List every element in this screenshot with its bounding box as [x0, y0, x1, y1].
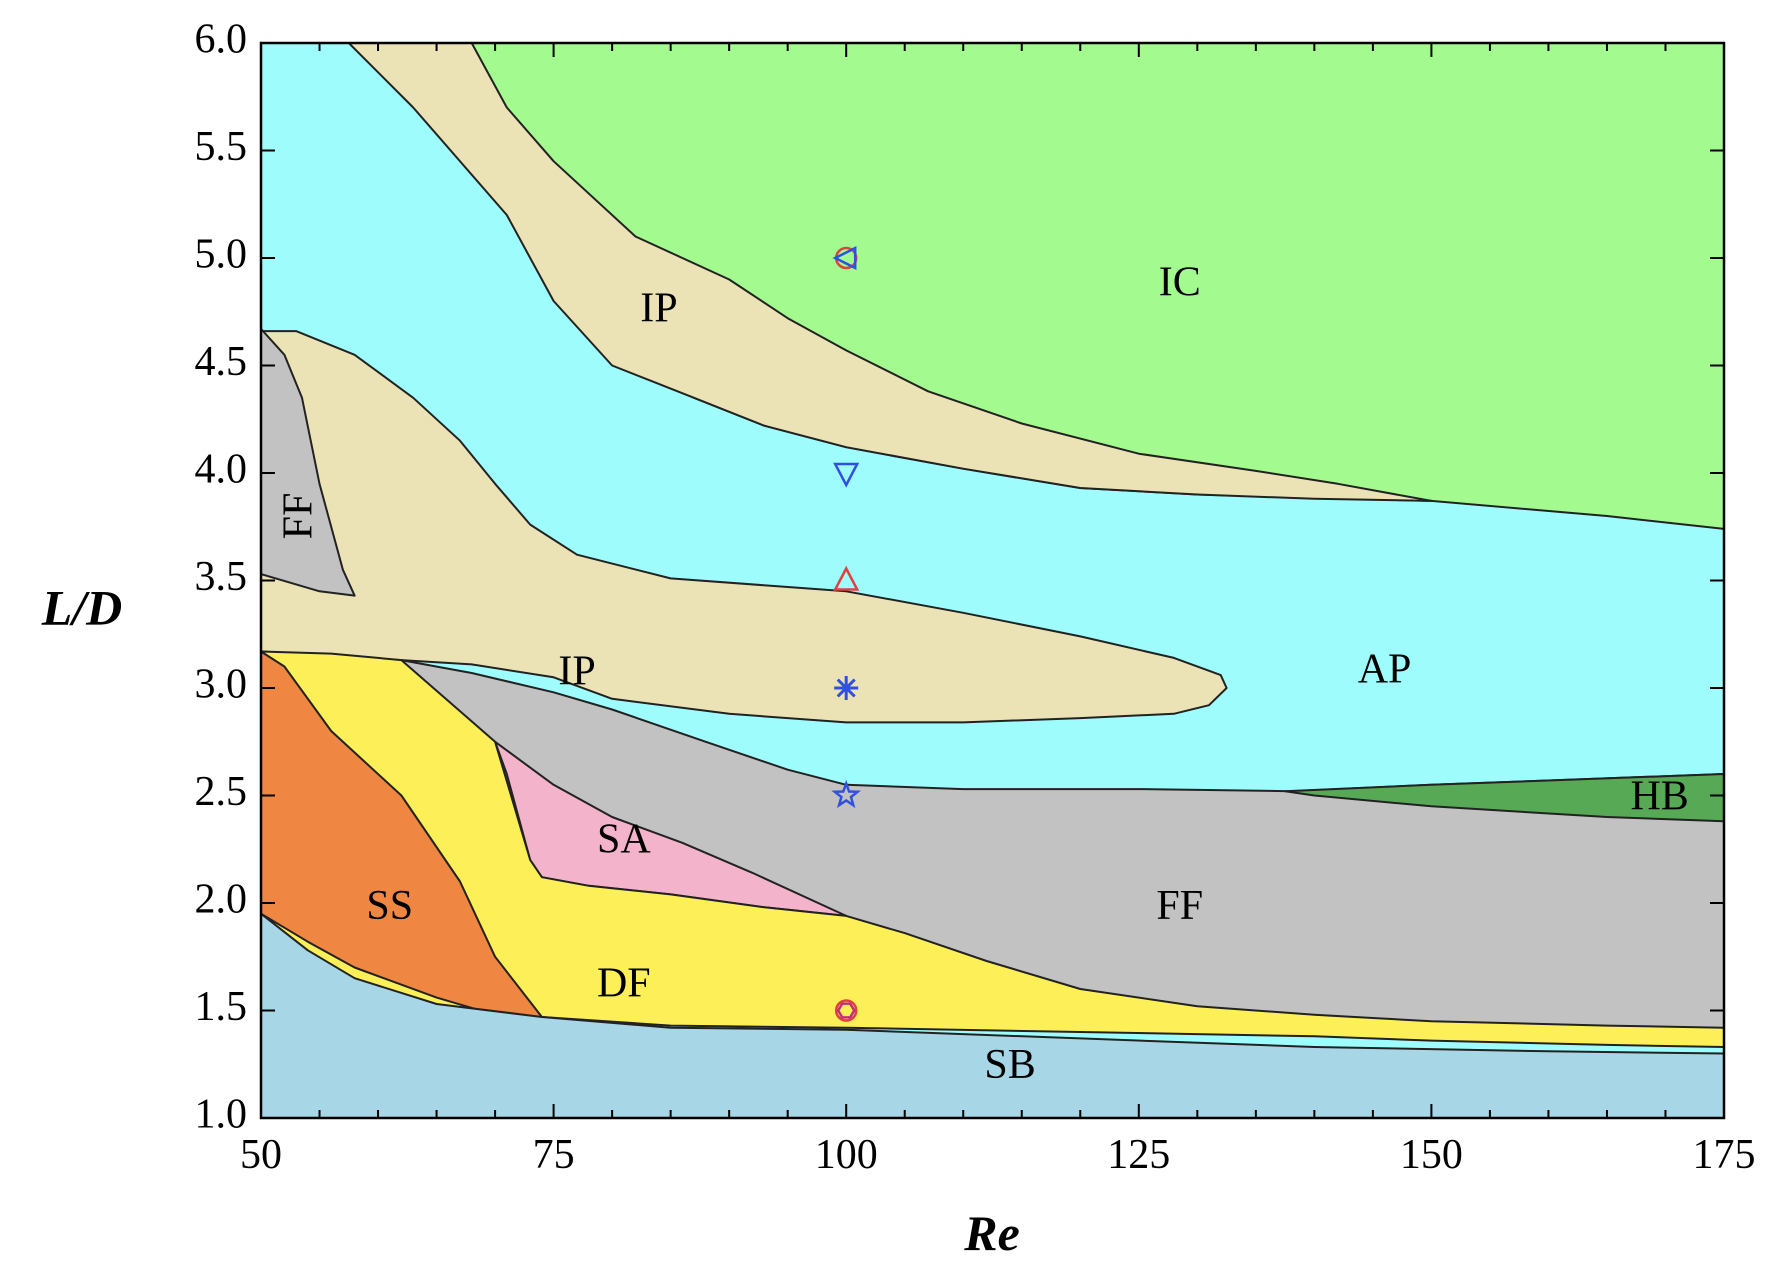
region-label-ic-1: IC [1159, 260, 1201, 306]
data-markers [831, 245, 862, 1022]
y-tick-label-1.5: 1.5 [195, 984, 248, 1030]
y-tick-label-5: 5.0 [195, 232, 248, 278]
y-tick-label-5.5: 5.5 [195, 124, 248, 170]
x-axis-title: Re [963, 1205, 1020, 1261]
region-sb-10 [261, 912, 1724, 1118]
y-tick-label-6: 6.0 [195, 17, 248, 63]
region-ff-4 [261, 327, 356, 597]
region-hb-6 [1284, 773, 1724, 823]
y-axis-title: L/D [41, 579, 123, 635]
region-df-8 [261, 650, 1724, 1048]
marker-asterisk-4 [834, 676, 859, 700]
x-tick-label-175: 175 [1693, 1132, 1756, 1178]
region-label-hb-6: HB [1630, 773, 1688, 819]
x-tick-label-125: 125 [1107, 1132, 1170, 1178]
x-tick-label-75: 75 [533, 1132, 575, 1178]
region-label-sb-10: SB [984, 1042, 1035, 1088]
plot-frame [259, 41, 1726, 1120]
marker-triangle-up-3 [833, 565, 860, 591]
x-tick-label-150: 150 [1400, 1132, 1463, 1178]
y-tick-label-1: 1.0 [195, 1092, 248, 1138]
region-label-ip-3: IP [558, 649, 595, 695]
x-tick-label-50: 50 [240, 1132, 282, 1178]
region-ip-2 [347, 43, 1433, 502]
region-label-ff-4: FF [276, 493, 322, 540]
phase-regions [261, 43, 1724, 1118]
marker-circle-6 [834, 999, 858, 1022]
marker-hexagon-7 [836, 1002, 856, 1019]
region-label-ff-5: FF [1156, 883, 1203, 929]
y-tick-label-4.5: 4.5 [195, 339, 248, 385]
y-tick-label-2.5: 2.5 [195, 769, 248, 815]
marker-triangle-down-2 [833, 462, 860, 488]
marker-triangle-left-1 [832, 245, 857, 271]
region-label-ss-9: SS [366, 883, 413, 929]
y-tick-label-2: 2.0 [195, 877, 248, 923]
region-ip-3 [261, 330, 1228, 724]
tick-labels: 50 75 100 125 150 175 1.0 1.5 2.0 2.5 3.0 3.5 4.0 4.5… [195, 17, 1756, 1178]
region-label-ip-2: IP [640, 285, 677, 331]
x-tick-label-100: 100 [815, 1132, 878, 1178]
y-tick-label-4: 4.0 [195, 447, 248, 493]
y-tick-label-3.5: 3.5 [195, 554, 248, 600]
y-tick-label-3: 3.0 [195, 662, 248, 708]
region-label-sa-7: SA [597, 816, 651, 862]
region-label-ap-0: AP [1358, 647, 1412, 693]
region-labels: AP IC IP IP FF FF HB SA DF SS SB [276, 260, 1689, 1089]
region-label-df-8: DF [597, 960, 651, 1006]
marker-star-5 [831, 779, 862, 809]
